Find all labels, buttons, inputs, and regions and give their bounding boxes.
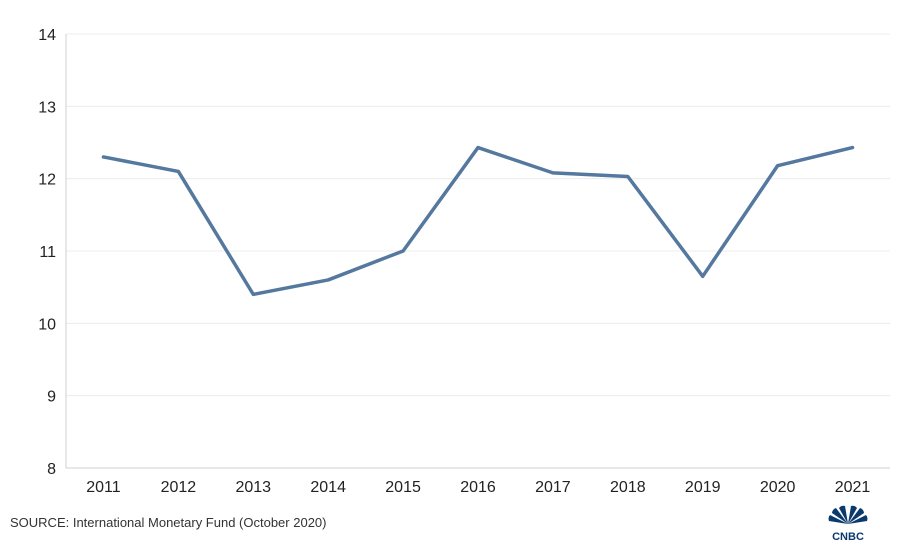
data-point — [251, 292, 255, 296]
data-point — [701, 274, 705, 278]
axes — [65, 34, 890, 469]
gridlines — [66, 33, 890, 397]
y-tick-label: 11 — [39, 244, 56, 261]
x-tick-label: 2011 — [86, 479, 121, 496]
y-tick-label: 14 — [38, 27, 56, 44]
y-tick-label: 8 — [47, 461, 56, 478]
data-point — [176, 169, 180, 173]
cnbc-wordmark: CNBC — [832, 531, 864, 542]
y-tick-label: 10 — [38, 316, 56, 333]
x-tick-label: 2014 — [310, 479, 346, 496]
data-point — [626, 174, 630, 178]
x-tick-label: 2020 — [760, 479, 796, 496]
x-tick-label: 2012 — [161, 479, 197, 496]
series-line — [101, 145, 855, 297]
x-tick-label: 2015 — [385, 479, 421, 496]
series-layer — [101, 145, 855, 297]
data-point — [401, 249, 405, 253]
data-point — [476, 146, 480, 150]
y-tick-label: 12 — [38, 172, 56, 189]
data-point — [326, 278, 330, 282]
peacock-icon — [828, 505, 868, 524]
x-tick-label: 2017 — [535, 479, 571, 496]
data-point — [776, 164, 780, 168]
y-tick-labels: 8 9 10 11 12 13 14 — [38, 27, 56, 478]
x-tick-labels: 2011 2012 2013 2014 2015 2016 2017 2018 2019 2020… — [86, 479, 870, 496]
x-tick-label: 2013 — [235, 479, 271, 496]
source-note: SOURCE: International Monetary Fund (Oct… — [10, 515, 327, 530]
data-point — [851, 146, 855, 150]
x-tick-label: 2018 — [610, 479, 646, 496]
data-point — [101, 155, 105, 159]
cnbc-logo: CNBC — [818, 500, 878, 547]
x-tick-label: 2019 — [685, 479, 721, 496]
y-tick-label: 9 — [47, 389, 56, 406]
x-tick-label: 2016 — [460, 479, 496, 496]
data-point — [551, 171, 555, 175]
x-tick-label: 2021 — [835, 479, 871, 496]
y-tick-label: 13 — [38, 99, 56, 116]
